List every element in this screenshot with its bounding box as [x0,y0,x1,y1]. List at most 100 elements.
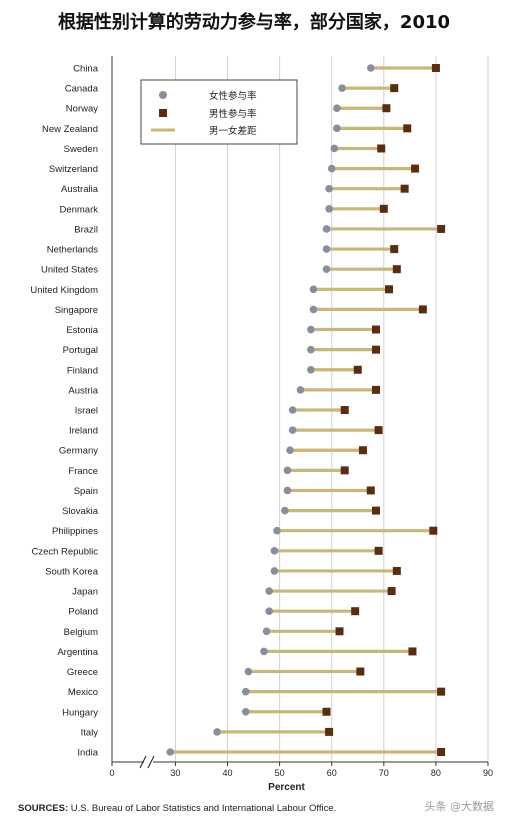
category-label: Switzerland [49,164,98,175]
female-marker [309,285,318,294]
legend-female-marker [159,91,167,99]
category-label: Norway [66,104,98,115]
female-marker [283,466,292,475]
female-marker [260,647,268,656]
source-note: SOURCES: U.S. Bureau of Labor Statistics… [18,803,336,814]
category-label: Austria [68,385,98,396]
female-marker [309,305,318,314]
category-label: Brazil [74,224,98,235]
female-marker [262,627,271,636]
male-marker [325,727,334,736]
x-tick-label: 30 [170,768,180,778]
male-marker [437,224,446,233]
female-marker [288,406,297,414]
watermark: 头条 @大数据 [424,800,495,813]
male-marker [371,345,380,354]
female-marker [270,547,279,555]
category-label: United Kingdom [30,285,98,296]
female-marker [327,164,336,173]
category-label: Slovakia [62,506,99,517]
female-marker [322,265,331,273]
female-marker [307,345,315,354]
male-marker [418,305,427,314]
category-label: Canada [65,84,99,95]
male-marker [371,385,380,394]
male-marker [374,546,383,555]
male-marker [392,265,401,274]
female-marker [325,184,333,193]
male-marker [358,446,367,455]
male-marker [382,104,391,113]
female-marker [281,506,289,515]
male-marker [390,84,399,93]
male-marker [400,184,409,193]
male-marker [437,748,446,756]
category-label: Portugal [63,345,98,356]
female-marker [270,567,279,575]
female-marker [265,607,273,615]
category-label: Mexico [68,687,98,698]
category-label: Ireland [69,426,98,437]
x-tick-label: 80 [431,768,441,778]
female-marker [366,64,375,72]
category-label: Hungary [62,707,98,718]
category-label: China [73,64,99,75]
chart-title: 根据性别计算的劳动力参与率，部分国家，2010 [57,12,451,33]
category-label: Netherlands [47,245,98,256]
male-marker [371,325,380,334]
male-marker [390,245,399,254]
male-marker [351,607,360,616]
male-marker [385,285,394,294]
x-tick-label: 70 [379,768,389,778]
male-marker [322,707,331,716]
category-label: Sweden [64,144,98,155]
category-label: Estonia [66,325,98,336]
category-label: Israel [75,406,98,417]
legend-label: 男性参与率 [209,108,257,120]
category-label: Belgium [64,627,98,638]
female-marker [322,225,331,233]
category-label: New Zealand [42,124,98,135]
category-label: Japan [72,587,98,598]
female-marker [330,144,339,153]
female-marker [244,667,253,676]
male-marker [403,124,412,133]
source-label: SOURCES: [18,803,69,814]
x-tick-label: 60 [327,768,337,778]
x-tick-label: 0 [109,768,114,778]
legend-male-marker [159,109,167,117]
male-marker [356,667,365,676]
female-marker [273,526,281,535]
category-label: Poland [68,607,98,618]
male-marker [371,506,380,515]
female-marker [286,446,294,455]
axis-break-mark [139,755,147,769]
female-marker [166,748,175,756]
female-marker [325,205,333,213]
category-label: Finland [67,365,98,376]
male-marker [437,687,446,696]
female-marker [338,84,346,92]
category-label: India [77,748,98,759]
male-marker [387,587,396,596]
legend-label: 男一女差距 [209,125,257,137]
category-label: Spain [74,486,98,497]
male-marker [379,204,388,213]
female-marker [213,728,221,736]
female-marker [296,386,305,394]
x-axis-label: Percent [268,782,305,793]
x-tick-label: 90 [483,768,493,778]
x-tick-label: 40 [223,768,233,778]
male-marker [411,164,420,173]
source-text: U.S. Bureau of Labor Statistics and Inte… [70,803,337,814]
female-marker [241,707,250,716]
male-marker [335,627,344,636]
category-label: Philippines [52,526,98,537]
category-label: Australia [61,184,99,195]
female-marker [288,426,297,434]
female-marker [307,325,315,334]
axis-break-mark [147,755,155,769]
female-marker [241,687,250,696]
legend-label: 女性参与率 [209,90,257,102]
